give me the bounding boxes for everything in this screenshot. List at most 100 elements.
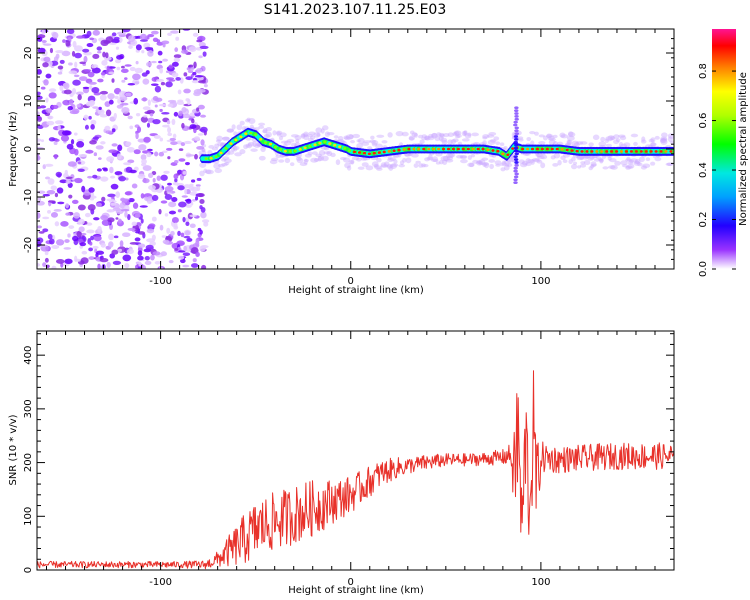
noise-speck (83, 114, 89, 120)
halo-speck (278, 135, 284, 141)
noise-speck (133, 97, 139, 105)
noise-speck (127, 213, 131, 221)
noise-speck (37, 111, 40, 116)
noise-speck (152, 118, 161, 125)
noise-speck (168, 201, 177, 208)
noise-speck (111, 32, 117, 37)
halo-speck (453, 130, 462, 136)
noise-speck (110, 202, 117, 206)
noise-speck (122, 254, 132, 262)
noise-speck (180, 232, 185, 238)
halo-speck (447, 139, 453, 145)
halo-speck (258, 125, 265, 129)
noise-speck (161, 124, 170, 128)
noise-speck (180, 258, 186, 264)
y-tick-label: 0 (23, 567, 34, 573)
noise-speck (159, 137, 164, 142)
halo-speck (587, 155, 594, 161)
halo-speck (345, 134, 354, 140)
noise-speck (144, 260, 152, 266)
halo-speck (326, 132, 335, 136)
noise-speck (177, 255, 185, 260)
noise-speck (182, 252, 191, 257)
halo-speck (619, 135, 627, 141)
noise-speck (41, 29, 46, 35)
noise-speck (82, 86, 90, 90)
halo-speck (618, 142, 624, 148)
halo-speck (389, 157, 396, 161)
halo-speck (482, 136, 488, 140)
noise-speck (78, 226, 85, 233)
ridge-peak (486, 148, 490, 151)
noise-speck (120, 197, 126, 202)
halo-speck (456, 134, 462, 138)
noise-speck (170, 141, 178, 146)
halo-speck (308, 131, 316, 136)
halo-speck (521, 160, 528, 166)
halo-speck (205, 169, 214, 175)
noise-speck (122, 232, 131, 238)
noise-speck (165, 81, 173, 88)
noise-speck (90, 235, 95, 241)
noise-speck (164, 194, 173, 201)
spike-speck (513, 175, 519, 179)
noise-speck (140, 154, 147, 161)
halo-speck (627, 161, 634, 165)
halo-speck (450, 139, 457, 145)
noise-speck (112, 260, 122, 265)
halo-speck (461, 138, 470, 142)
halo-speck (517, 136, 524, 140)
halo-speck (248, 118, 256, 124)
halo-speck (324, 131, 331, 137)
halo-speck (233, 131, 238, 136)
noise-speck (170, 230, 175, 236)
ridge-peak (481, 147, 485, 151)
halo-speck (254, 144, 261, 149)
halo-speck (289, 162, 295, 167)
noise-speck (37, 36, 43, 42)
noise-speck (161, 40, 170, 45)
noise-speck (178, 110, 183, 117)
halo-speck (265, 131, 272, 138)
halo-speck (428, 133, 434, 139)
noise-speck (181, 122, 185, 129)
noise-speck (47, 178, 55, 185)
halo-speck (618, 134, 626, 138)
halo-speck (571, 140, 579, 147)
noise-speck (150, 254, 155, 261)
halo-speck (290, 142, 297, 147)
halo-speck (546, 133, 552, 139)
noise-speck (101, 59, 108, 66)
halo-speck (533, 158, 541, 163)
noise-speck (107, 209, 113, 213)
noise-speck (176, 101, 185, 105)
halo-speck (211, 147, 219, 151)
ridge-peak (610, 150, 614, 153)
noise-speck (137, 255, 144, 261)
halo-speck (421, 163, 426, 168)
noise-speck (146, 122, 151, 128)
ridge-peak (298, 148, 302, 151)
noise-speck (164, 185, 174, 192)
noise-speck (161, 235, 167, 238)
noise-speck (121, 79, 126, 83)
noise-speck (160, 251, 168, 257)
noise-speck (38, 231, 45, 234)
ridge-peak (219, 151, 223, 155)
noise-speck (99, 114, 108, 118)
noise-speck (121, 65, 125, 69)
noise-speck (144, 255, 150, 261)
noise-speck (160, 200, 168, 204)
ridge-peak (209, 156, 213, 160)
noise-speck (75, 91, 84, 96)
noise-speck (104, 101, 111, 107)
noise-speck (106, 198, 115, 202)
noise-speck (165, 147, 173, 151)
spike-speck (513, 140, 518, 144)
noise-speck (196, 88, 206, 93)
noise-speck (62, 83, 68, 88)
noise-speck (190, 263, 199, 268)
noise-speck (185, 161, 190, 166)
noise-speck (185, 154, 195, 157)
halo-speck (610, 135, 616, 141)
